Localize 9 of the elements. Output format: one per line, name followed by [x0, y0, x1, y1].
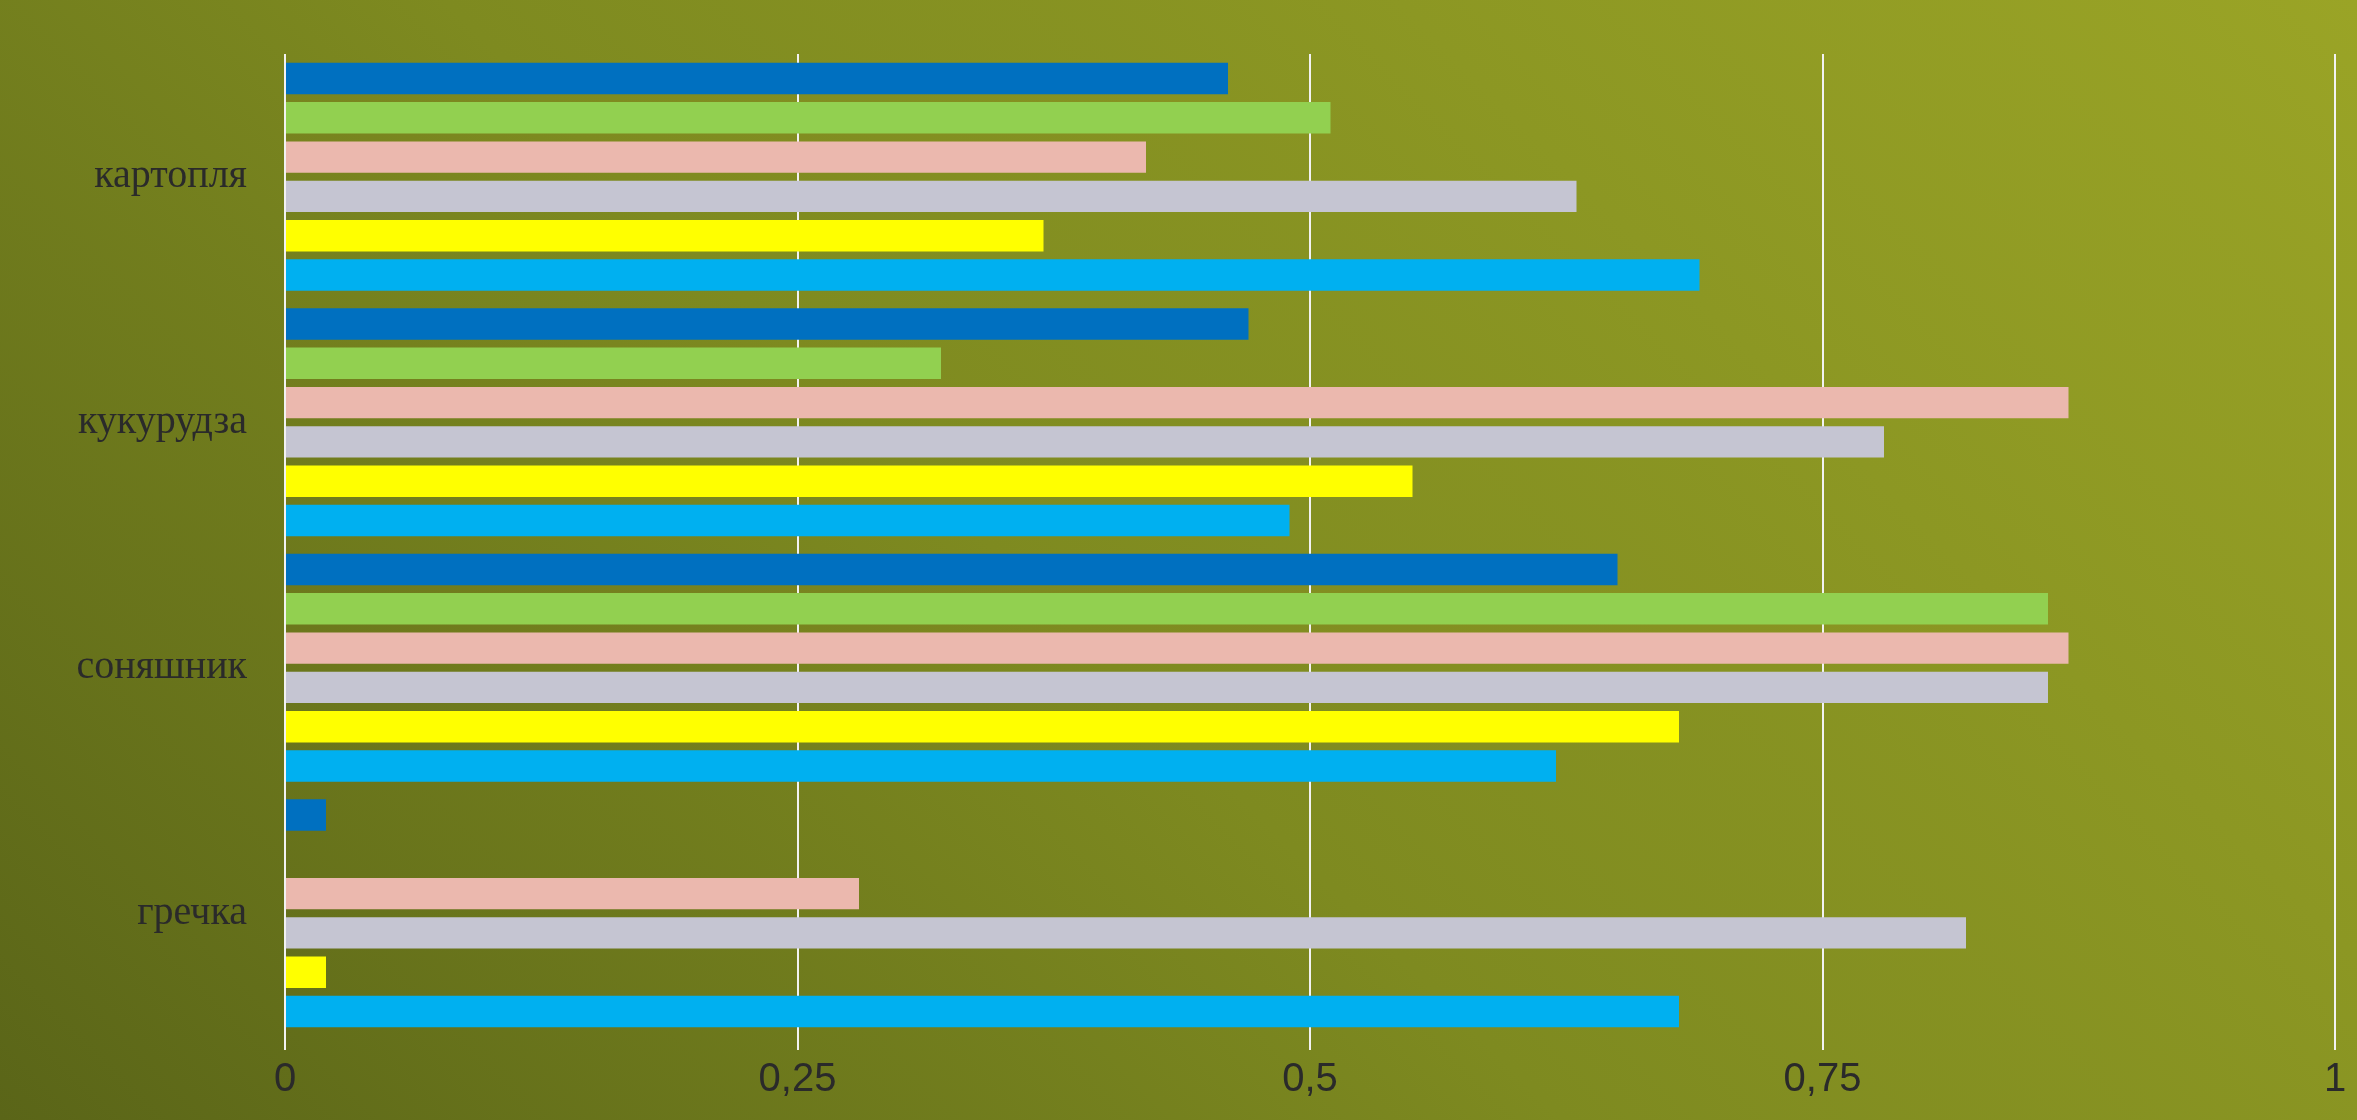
- y-tick-label: кукурудза: [77, 396, 248, 442]
- y-tick-label: гречка: [137, 887, 248, 933]
- y-tick-label: соняшник: [76, 642, 248, 688]
- x-tick-label: 0: [273, 1055, 297, 1100]
- x-tick-label: 1: [2323, 1055, 2347, 1100]
- x-tick-label: 0,25: [758, 1055, 837, 1100]
- y-tick-label: картопля: [94, 151, 247, 197]
- x-tick-label: 0,75: [1783, 1055, 1862, 1100]
- x-tick-label: 0,5: [1282, 1055, 1338, 1100]
